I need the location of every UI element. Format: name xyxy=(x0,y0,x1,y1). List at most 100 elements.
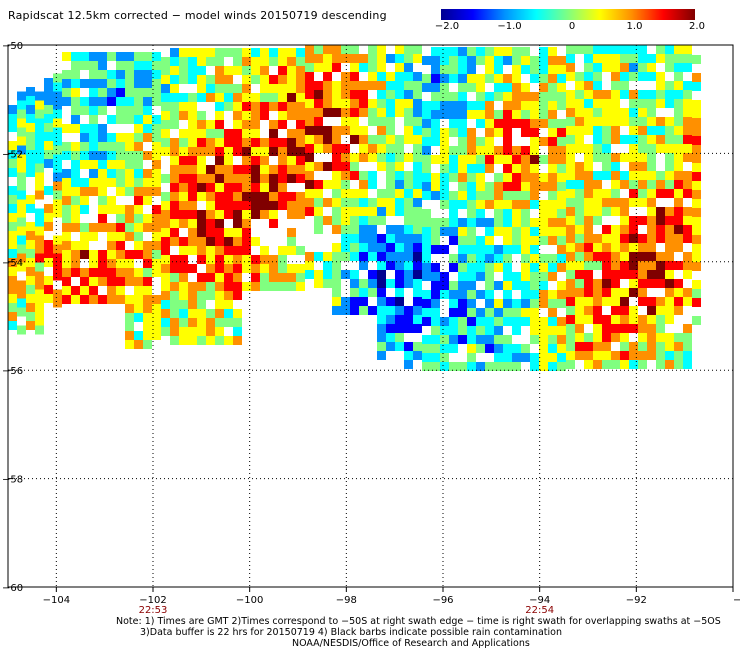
swath-cell xyxy=(233,282,242,291)
swath-cell xyxy=(215,228,224,237)
swath-cell xyxy=(629,234,638,243)
swath-cell xyxy=(647,180,656,189)
colorbar-tick-label: 0 xyxy=(568,21,576,32)
swath-cell xyxy=(548,254,557,263)
swath-cell xyxy=(413,153,422,162)
swath-cell xyxy=(503,218,512,227)
swath-cell xyxy=(413,207,422,216)
swath-cell xyxy=(143,304,152,313)
swath-cell xyxy=(449,164,458,173)
swath-cell xyxy=(665,180,674,189)
swath-cell xyxy=(629,225,638,234)
swath-cell xyxy=(125,169,134,178)
swath-cell xyxy=(422,83,431,92)
swath-cell xyxy=(548,65,557,74)
swath-cell xyxy=(269,264,278,273)
swath-cell xyxy=(620,117,629,126)
swath-cell xyxy=(413,90,422,99)
swath-cell xyxy=(188,147,197,156)
swath-cell xyxy=(647,297,656,306)
swath-cell xyxy=(467,164,476,173)
swath-cell xyxy=(593,126,602,135)
swath-cell xyxy=(341,108,350,117)
swath-cell xyxy=(179,291,188,300)
swath-cell xyxy=(494,155,503,164)
swath-cell xyxy=(638,234,647,243)
swath-cell xyxy=(296,102,305,111)
swath-cell xyxy=(179,48,188,57)
swath-cell xyxy=(602,144,611,153)
swath-cell xyxy=(413,117,422,126)
swath-cell xyxy=(233,309,242,318)
swath-cell xyxy=(413,144,422,153)
swath-cell xyxy=(557,227,566,236)
swath-cell xyxy=(386,207,395,216)
swath-cell xyxy=(404,45,413,54)
swath-cell xyxy=(359,306,368,315)
swath-cell xyxy=(674,225,683,234)
swath-cell xyxy=(521,92,530,101)
swath-cell xyxy=(125,70,134,79)
swath-cell xyxy=(395,261,404,270)
swath-cell xyxy=(170,165,179,174)
swath-cell xyxy=(593,90,602,99)
swath-cell xyxy=(575,225,584,234)
swath-cell xyxy=(377,234,386,243)
swath-cell xyxy=(674,306,683,315)
swath-cell xyxy=(341,144,350,153)
swath-cell xyxy=(395,342,404,351)
swath-cell xyxy=(692,190,701,199)
swath-cell xyxy=(224,309,233,318)
swath-cell xyxy=(494,128,503,137)
swath-cell xyxy=(368,306,377,315)
swath-cell xyxy=(602,63,611,72)
swath-cell xyxy=(242,183,251,192)
swath-cell xyxy=(8,150,17,159)
swath-cell xyxy=(206,201,215,210)
swath-cell xyxy=(422,344,431,353)
swath-cell xyxy=(548,272,557,281)
swath-cell xyxy=(683,360,692,369)
swath-cell xyxy=(215,282,224,291)
y-tick-label: −58 xyxy=(2,475,23,486)
swath-cell xyxy=(683,81,692,90)
swath-cell xyxy=(332,279,341,288)
swath-cell xyxy=(233,129,242,138)
swath-cell xyxy=(422,236,431,245)
swath-cell xyxy=(656,315,665,324)
swath-cell xyxy=(71,241,80,250)
swath-cell xyxy=(485,308,494,317)
swath-cell xyxy=(503,227,512,236)
swath-cell xyxy=(341,207,350,216)
swath-cell xyxy=(620,135,629,144)
swath-cell xyxy=(566,63,575,72)
swath-cell xyxy=(233,57,242,66)
swath-cell xyxy=(485,317,494,326)
swath-cell xyxy=(359,288,368,297)
swath-cell xyxy=(53,271,62,281)
swath-cell xyxy=(665,288,674,297)
swath-cell xyxy=(215,120,224,129)
swath-cell xyxy=(629,162,638,171)
swath-cell xyxy=(602,351,611,360)
swath-cell xyxy=(548,227,557,236)
swath-cell xyxy=(485,155,494,164)
swath-cell xyxy=(449,65,458,74)
swath-cell xyxy=(512,272,521,281)
swath-cell xyxy=(359,297,368,306)
swath-cell xyxy=(449,290,458,299)
swath-cell xyxy=(71,124,80,133)
swath-cell xyxy=(314,45,323,54)
swath-cell xyxy=(314,270,323,279)
swath-cell xyxy=(611,270,620,279)
swath-cell xyxy=(683,144,692,153)
swath-cell xyxy=(440,173,449,182)
swath-cell xyxy=(557,119,566,128)
swath-cell xyxy=(575,333,584,342)
swath-cell xyxy=(314,279,323,288)
swath-cell xyxy=(35,118,44,128)
swath-cell xyxy=(629,279,638,288)
swath-cell xyxy=(593,45,602,54)
swath-cell xyxy=(206,174,215,183)
swath-cell xyxy=(413,279,422,288)
